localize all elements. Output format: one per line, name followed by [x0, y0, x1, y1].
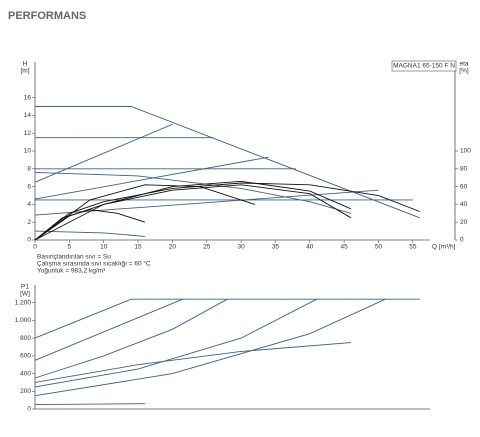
x-tick-label: 55 — [409, 244, 417, 251]
y2-axis-label: eta — [459, 61, 468, 68]
curve — [34, 209, 146, 241]
y-tick-label: 4 — [27, 201, 31, 208]
x-tick-label: 45 — [341, 244, 349, 251]
curve — [34, 403, 145, 406]
x-tick-label: 25 — [203, 244, 211, 251]
y2-tick-label: 60 — [460, 183, 468, 190]
x-tick-label: 0 — [33, 244, 37, 251]
y-tick-label: 6 — [27, 183, 31, 190]
x-tick-label: 10 — [100, 244, 108, 251]
note: Yoğunluk = 983,2 kg/m³ — [37, 268, 106, 275]
curve — [34, 298, 420, 339]
y-axis-label: H — [23, 61, 28, 68]
curve — [34, 189, 379, 216]
page-title: PERFORMANS — [8, 10, 86, 22]
y-tick-label: 10 — [24, 148, 32, 155]
curve — [34, 298, 183, 361]
curve — [34, 180, 352, 241]
y-tick-label: 800 — [20, 335, 31, 342]
curve — [34, 123, 173, 183]
model-box — [391, 60, 457, 72]
y-tick-label: 16 — [24, 94, 32, 101]
x-tick-label: 5 — [68, 244, 72, 251]
curve — [34, 230, 145, 237]
y-tick-label: 0 — [27, 406, 31, 413]
curve — [34, 342, 352, 383]
x-axis-label: Q [m³/h] — [432, 244, 456, 251]
curve — [34, 298, 228, 379]
note: Çalışma sırasında sıvı sıcaklığı = 60 °C — [37, 260, 151, 268]
note: Basınçlandırılan sıvı = Su — [37, 254, 111, 261]
curve — [34, 156, 269, 200]
y-tick-label: 2 — [27, 219, 31, 226]
curve — [34, 298, 317, 388]
y-tick-label: 14 — [24, 112, 32, 119]
y-tick-label: 1.200 — [15, 299, 32, 306]
y2-tick-label: 40 — [460, 201, 468, 208]
model-label: MAGNA1 65-150 F N — [393, 63, 455, 70]
y2-tick-label: 0 — [460, 237, 464, 244]
y-axis-unit: [W] — [20, 291, 30, 298]
curve — [34, 184, 255, 241]
y-tick-label: 600 — [20, 353, 31, 360]
y-axis-label: P1 — [21, 284, 29, 291]
x-tick-label: 35 — [272, 244, 280, 251]
x-tick-label: 50 — [375, 244, 383, 251]
x-tick-label: 40 — [306, 244, 314, 251]
x-tick-label: 30 — [237, 244, 245, 251]
curve — [35, 106, 420, 219]
curve — [34, 171, 352, 214]
y-axis-unit: [m] — [20, 68, 29, 75]
y-tick-label: 1.000 — [15, 317, 32, 324]
y-tick-label: 8 — [27, 166, 31, 173]
y2-axis-unit: [%] — [459, 68, 469, 75]
x-tick-label: 20 — [169, 244, 177, 251]
y-tick-label: 12 — [24, 130, 32, 137]
y-tick-label: 0 — [27, 237, 31, 244]
y2-tick-label: 80 — [460, 166, 468, 173]
curve — [34, 298, 386, 397]
y-tick-label: 200 — [20, 388, 31, 395]
x-tick-label: 15 — [134, 244, 142, 251]
y2-tick-label: 20 — [460, 219, 468, 226]
y2-tick-label: 100 — [460, 148, 471, 155]
y-tick-label: 400 — [20, 370, 31, 377]
